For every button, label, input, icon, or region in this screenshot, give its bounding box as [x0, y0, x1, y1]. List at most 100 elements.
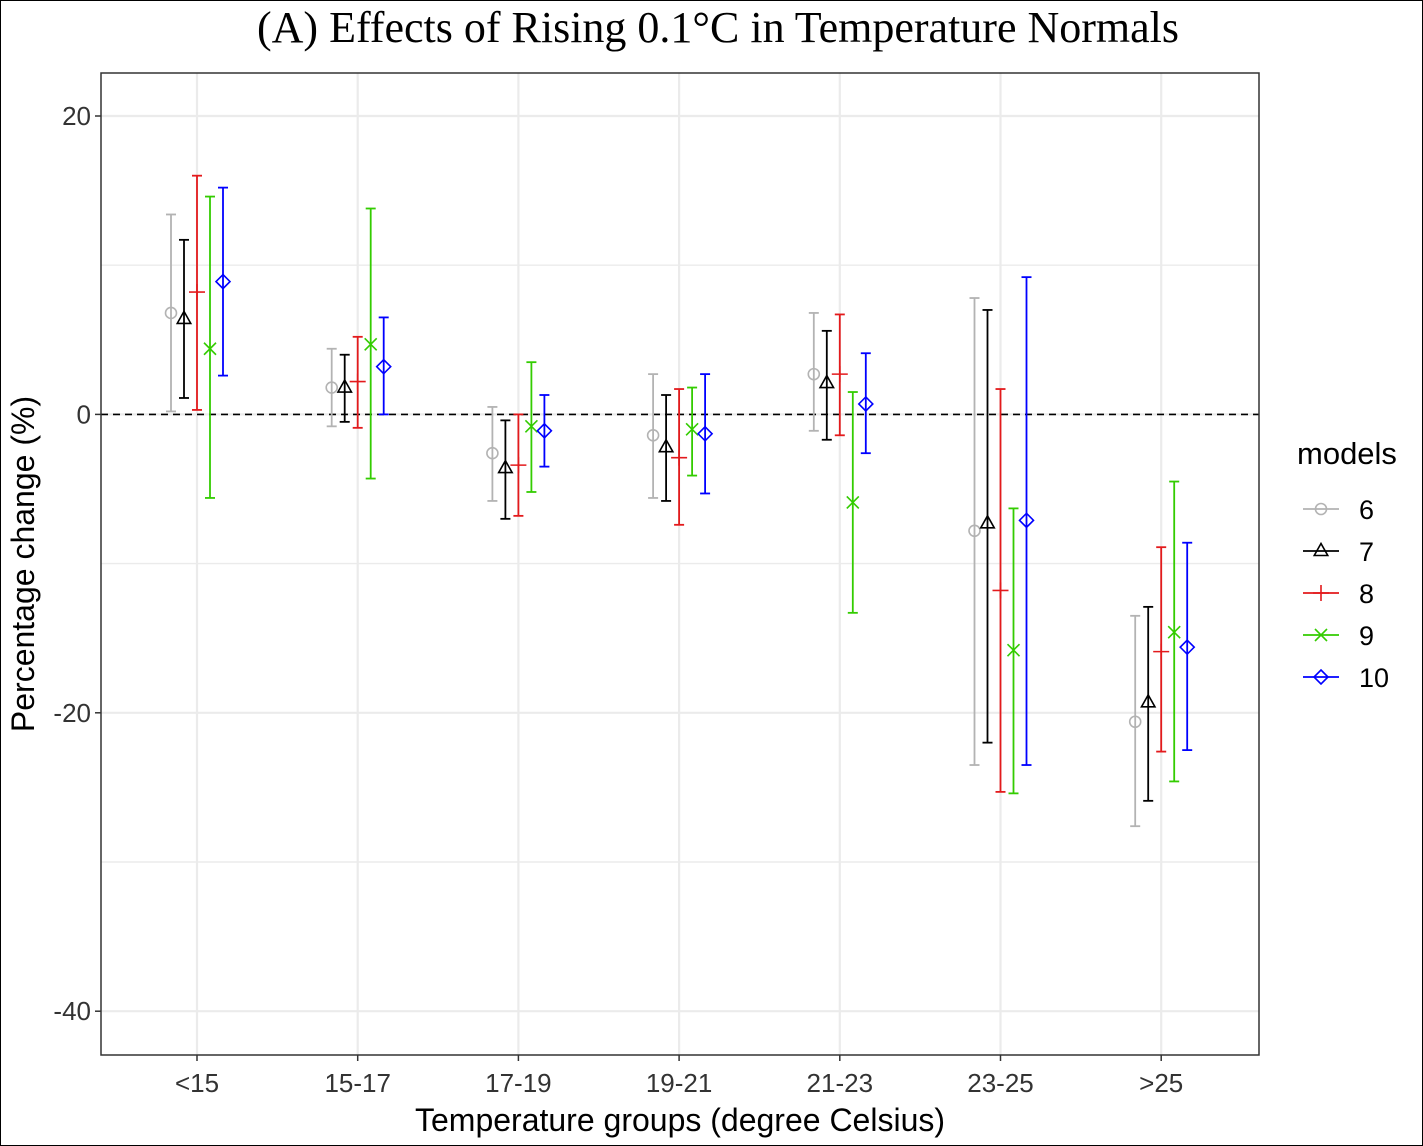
- point-estimate-marker: [1179, 639, 1196, 656]
- y-tick-label: 20: [62, 101, 91, 131]
- error-bar: [1143, 605, 1154, 802]
- point-estimate-marker: [992, 582, 1009, 599]
- error-bar: [808, 312, 819, 432]
- legend-item-9: 9: [1303, 621, 1374, 651]
- point-estimate-marker: [486, 446, 499, 460]
- triangle-marker: [497, 458, 514, 474]
- error-bar: [1182, 541, 1193, 751]
- error-bar: [378, 316, 389, 416]
- y-tick-label: 0: [77, 399, 91, 429]
- plot-panel-border: [100, 72, 1260, 1056]
- error-bar: [860, 352, 871, 455]
- error-bar: [500, 419, 511, 520]
- point-estimate-marker: [807, 367, 821, 381]
- cross-marker-b: [203, 342, 217, 356]
- cross-marker-b: [1167, 625, 1181, 639]
- point-estimate-marker: [203, 342, 217, 356]
- triangle-marker: [1312, 541, 1330, 557]
- point-estimate-marker: [846, 495, 860, 509]
- point-estimate-marker: [968, 524, 981, 538]
- point-estimate-marker: [364, 337, 378, 351]
- legend-key-marker: [1314, 628, 1328, 642]
- diamond-marker: [1018, 512, 1035, 529]
- circle-marker: [1314, 502, 1328, 516]
- error-bar: [1130, 614, 1141, 828]
- legend-item-10: 10: [1303, 663, 1389, 693]
- circle-marker: [1128, 715, 1142, 729]
- circle-marker: [968, 524, 981, 538]
- legend-title: models: [1297, 436, 1397, 471]
- point-estimate-marker: [831, 366, 848, 383]
- error-bar: [821, 329, 832, 441]
- point-estimate-marker: [685, 422, 699, 436]
- point-estimate-marker: [214, 273, 232, 290]
- error-bar: [179, 238, 189, 399]
- x-tick-label: <15: [175, 1068, 219, 1098]
- point-estimate-marker: [510, 457, 527, 474]
- triangle-marker: [336, 378, 353, 393]
- circle-marker: [646, 428, 660, 442]
- point-estimate-marker: [497, 458, 514, 474]
- cross-marker-b: [846, 495, 860, 509]
- legend: models 6 7 8 9 10: [1297, 436, 1397, 693]
- error-bar: [205, 195, 215, 499]
- x-axis: <15 15-17 17-19 19-21 21-23 23-25 >25: [175, 1055, 1183, 1098]
- triangle-marker: [818, 373, 835, 389]
- legend-label: 9: [1359, 621, 1374, 651]
- legend-key-marker: [1313, 585, 1329, 601]
- triangle-marker: [175, 309, 193, 325]
- error-bar: [969, 297, 980, 766]
- error-bar: [326, 347, 337, 428]
- legend-label: 7: [1359, 537, 1374, 567]
- legend-item-6: 6: [1303, 495, 1374, 525]
- legend-label: 6: [1359, 495, 1374, 525]
- triangle-marker: [657, 438, 675, 453]
- legend-key-marker: [1312, 668, 1330, 686]
- x-tick-label: 17-19: [485, 1068, 552, 1098]
- x-axis-title: Temperature groups (degree Celsius): [415, 1102, 945, 1138]
- x-tick-label: >25: [1139, 1068, 1183, 1098]
- legend-label: 8: [1359, 579, 1374, 609]
- x-tick-label: 21-23: [807, 1068, 874, 1098]
- series-9: [203, 195, 1181, 795]
- grid-lines: [101, 73, 1259, 1055]
- cross-marker-b: [524, 419, 538, 433]
- error-bar: [218, 186, 228, 377]
- circle-marker: [164, 306, 178, 320]
- point-estimate-marker: [375, 358, 392, 375]
- y-tick-label: -20: [53, 698, 91, 728]
- point-estimate-marker: [1153, 643, 1170, 660]
- point-estimate-marker: [1006, 643, 1021, 657]
- point-estimate-marker: [336, 378, 353, 393]
- error-bar: [648, 373, 659, 499]
- error-bar: [661, 394, 672, 502]
- diamond-marker: [1312, 668, 1330, 686]
- point-estimate-marker: [696, 425, 714, 442]
- cross-marker-b: [685, 422, 699, 436]
- x-tick-label: 19-21: [646, 1068, 713, 1098]
- diamond-marker: [536, 422, 553, 439]
- cross-marker-b: [1314, 628, 1328, 642]
- x-tick-label: 23-25: [967, 1068, 1034, 1098]
- error-bar: [487, 406, 498, 502]
- cross-marker-b: [1006, 643, 1021, 657]
- point-estimate-marker: [1128, 715, 1142, 729]
- triangle-marker: [1140, 693, 1157, 708]
- point-estimate-marker: [349, 373, 366, 390]
- y-tick-label: -40: [53, 996, 91, 1026]
- point-estimate-marker: [524, 419, 538, 433]
- circle-marker: [325, 381, 339, 394]
- y-axis-title: Percentage change (%): [5, 396, 41, 732]
- point-estimate-marker: [657, 438, 675, 453]
- legend-item-7: 7: [1303, 537, 1374, 567]
- point-estimate-marker: [325, 381, 339, 394]
- error-bar: [339, 353, 350, 423]
- error-bar: [1021, 276, 1032, 766]
- point-estimate-marker: [818, 373, 835, 389]
- circle-marker: [486, 446, 499, 460]
- point-estimate-marker: [189, 284, 205, 301]
- legend-key-marker: [1314, 502, 1328, 516]
- x-tick-label: 15-17: [324, 1068, 391, 1098]
- point-estimate-marker: [646, 428, 660, 442]
- triangle-marker: [979, 514, 996, 529]
